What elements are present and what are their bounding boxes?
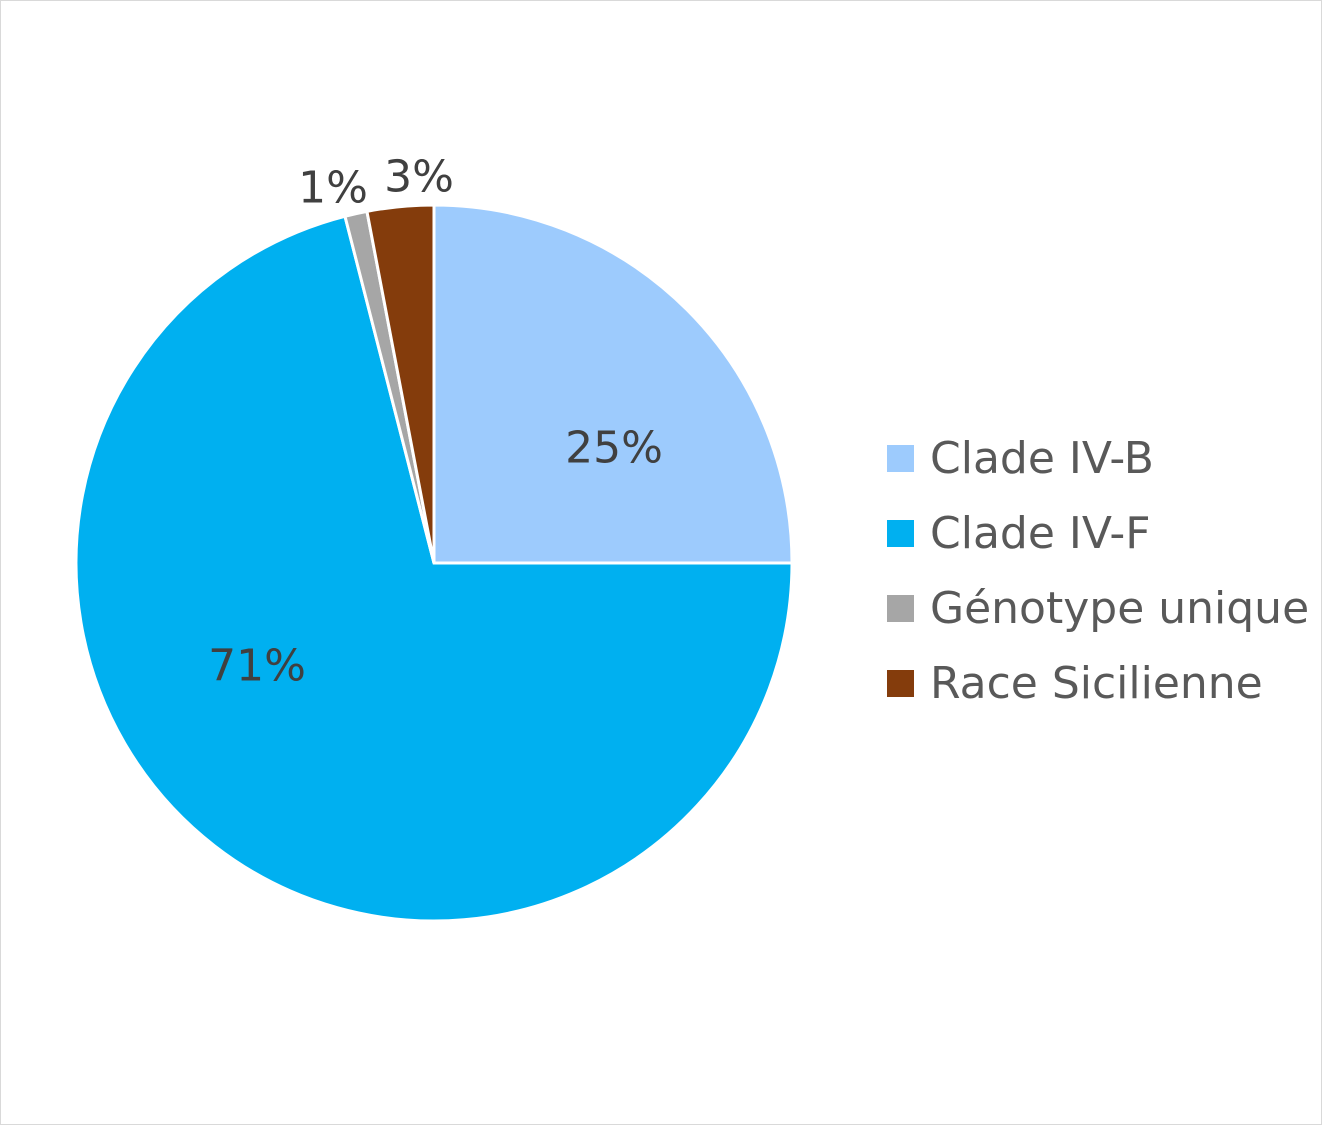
legend-item-clade-iv-b: Clade IV-B	[887, 421, 1309, 496]
legend-item-genotype-unique: Génotype unique	[887, 571, 1309, 646]
pie-data-labels: 25% 71% 1% 3%	[208, 152, 663, 692]
legend-item-race-sicilienne: Race Sicilienne	[887, 646, 1309, 721]
pie-slice-clade-iv-b	[432, 203, 794, 565]
legend-swatch-clade-iv-b	[887, 445, 914, 472]
data-label-clade-iv-b: 25%	[565, 423, 663, 474]
data-label-genotype-unique: 1%	[298, 163, 368, 214]
legend-label-clade-iv-f: Clade IV-F	[930, 508, 1151, 559]
legend: Clade IV-B Clade IV-F Génotype unique Ra…	[887, 421, 1309, 721]
pie-slice-clade-iv-f	[74, 214, 794, 923]
data-label-race-sicilienne: 3%	[384, 152, 454, 203]
legend-item-clade-iv-f: Clade IV-F	[887, 496, 1309, 571]
legend-label-race-sicilienne: Race Sicilienne	[930, 658, 1263, 709]
data-label-clade-iv-f: 71%	[208, 641, 306, 692]
legend-swatch-clade-iv-f	[887, 520, 914, 547]
pie-slices	[74, 203, 794, 923]
legend-label-genotype-unique: Génotype unique	[930, 583, 1310, 634]
legend-label-clade-iv-b: Clade IV-B	[930, 433, 1154, 484]
pie-slice-race-sicilienne	[365, 203, 436, 564]
legend-swatch-genotype-unique	[887, 595, 914, 622]
legend-swatch-race-sicilienne	[887, 670, 914, 697]
